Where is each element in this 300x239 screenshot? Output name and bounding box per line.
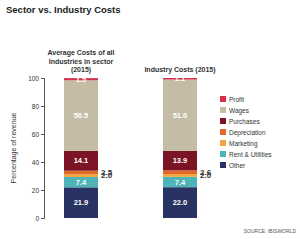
tick-mark — [41, 190, 44, 191]
legend-swatch — [220, 107, 226, 113]
tick-mark — [41, 162, 44, 163]
bar-segment — [163, 187, 197, 218]
bar-segment — [163, 170, 197, 174]
chart: Sector vs. Industry Costs 0 20 40 60 80 100 Per… — [0, 0, 300, 239]
legend-swatch — [220, 140, 226, 146]
tick-mark — [41, 218, 44, 219]
tick-label: 0 — [35, 215, 39, 222]
legend-swatch — [220, 96, 226, 102]
tick-mark — [41, 78, 44, 79]
y-axis-title: Percentage of revenue — [10, 112, 18, 183]
bar-segment — [163, 151, 197, 170]
legend-label: Profit — [229, 96, 244, 103]
data-label: 14.1 — [74, 156, 89, 165]
data-label: 13.9 — [173, 156, 188, 165]
data-label: 2.6 — [200, 168, 212, 177]
data-label: 2.5 — [101, 168, 113, 177]
y-axis: 0 20 40 60 80 100 — [28, 75, 44, 222]
legend-label: Rent & Utilities — [229, 151, 272, 158]
legend-label: Marketing — [229, 140, 258, 148]
legend-label: Purchases — [229, 118, 260, 125]
data-label: 7.4 — [76, 178, 87, 187]
tick: 40 — [32, 159, 44, 166]
bar-segment — [64, 187, 98, 218]
bar-segment — [163, 80, 197, 151]
tick: 60 — [32, 131, 44, 138]
legend-label: Depreciation — [229, 129, 266, 137]
bar-segment — [64, 80, 98, 151]
bar-segment — [163, 174, 197, 177]
legend-label: Wages — [229, 107, 250, 115]
title: Sector vs. Industry Costs — [6, 4, 121, 15]
tick-label: 60 — [32, 131, 40, 138]
data-label: 7.4 — [175, 178, 186, 187]
tick-label: 80 — [32, 103, 40, 110]
data-labels: 21.97.42.02.514.150.51.522.07.42.02.613.… — [74, 74, 212, 207]
legend-swatch — [220, 162, 226, 168]
data-label: 1.1 — [175, 74, 185, 83]
data-label: 50.5 — [74, 111, 89, 120]
tick-label: 100 — [28, 75, 39, 82]
legend-label: Other — [229, 162, 246, 169]
tick: 20 — [32, 187, 44, 194]
bar-segment — [163, 177, 197, 187]
tick: 0 — [35, 215, 44, 222]
data-label: 1.5 — [76, 75, 86, 84]
bar-segment — [64, 171, 98, 175]
tick: 100 — [28, 75, 44, 82]
source: SOURCE: IBISWORLD — [244, 228, 297, 234]
bars — [64, 78, 197, 218]
data-label: 51.0 — [173, 111, 188, 120]
tick: 80 — [32, 103, 44, 110]
bar-segment — [64, 177, 98, 187]
tick-label: 20 — [32, 187, 40, 194]
axis-line — [41, 79, 45, 219]
tick-mark — [41, 134, 44, 135]
data-label: 21.9 — [74, 198, 89, 207]
legend-swatch — [220, 129, 226, 135]
legend: Profit Wages Purchases Depreciation Marketin… — [220, 96, 272, 169]
legend-swatch — [220, 118, 226, 124]
category-label: Average Costs of allIndustries in sector… — [47, 49, 114, 74]
category-label: Industry Costs (2015) — [144, 66, 215, 74]
bar-segment — [64, 174, 98, 177]
data-label: 22.0 — [173, 198, 188, 207]
tick-label: 40 — [32, 159, 40, 166]
tick-mark — [41, 106, 44, 107]
legend-swatch — [220, 151, 226, 157]
bar-segment — [64, 151, 98, 171]
